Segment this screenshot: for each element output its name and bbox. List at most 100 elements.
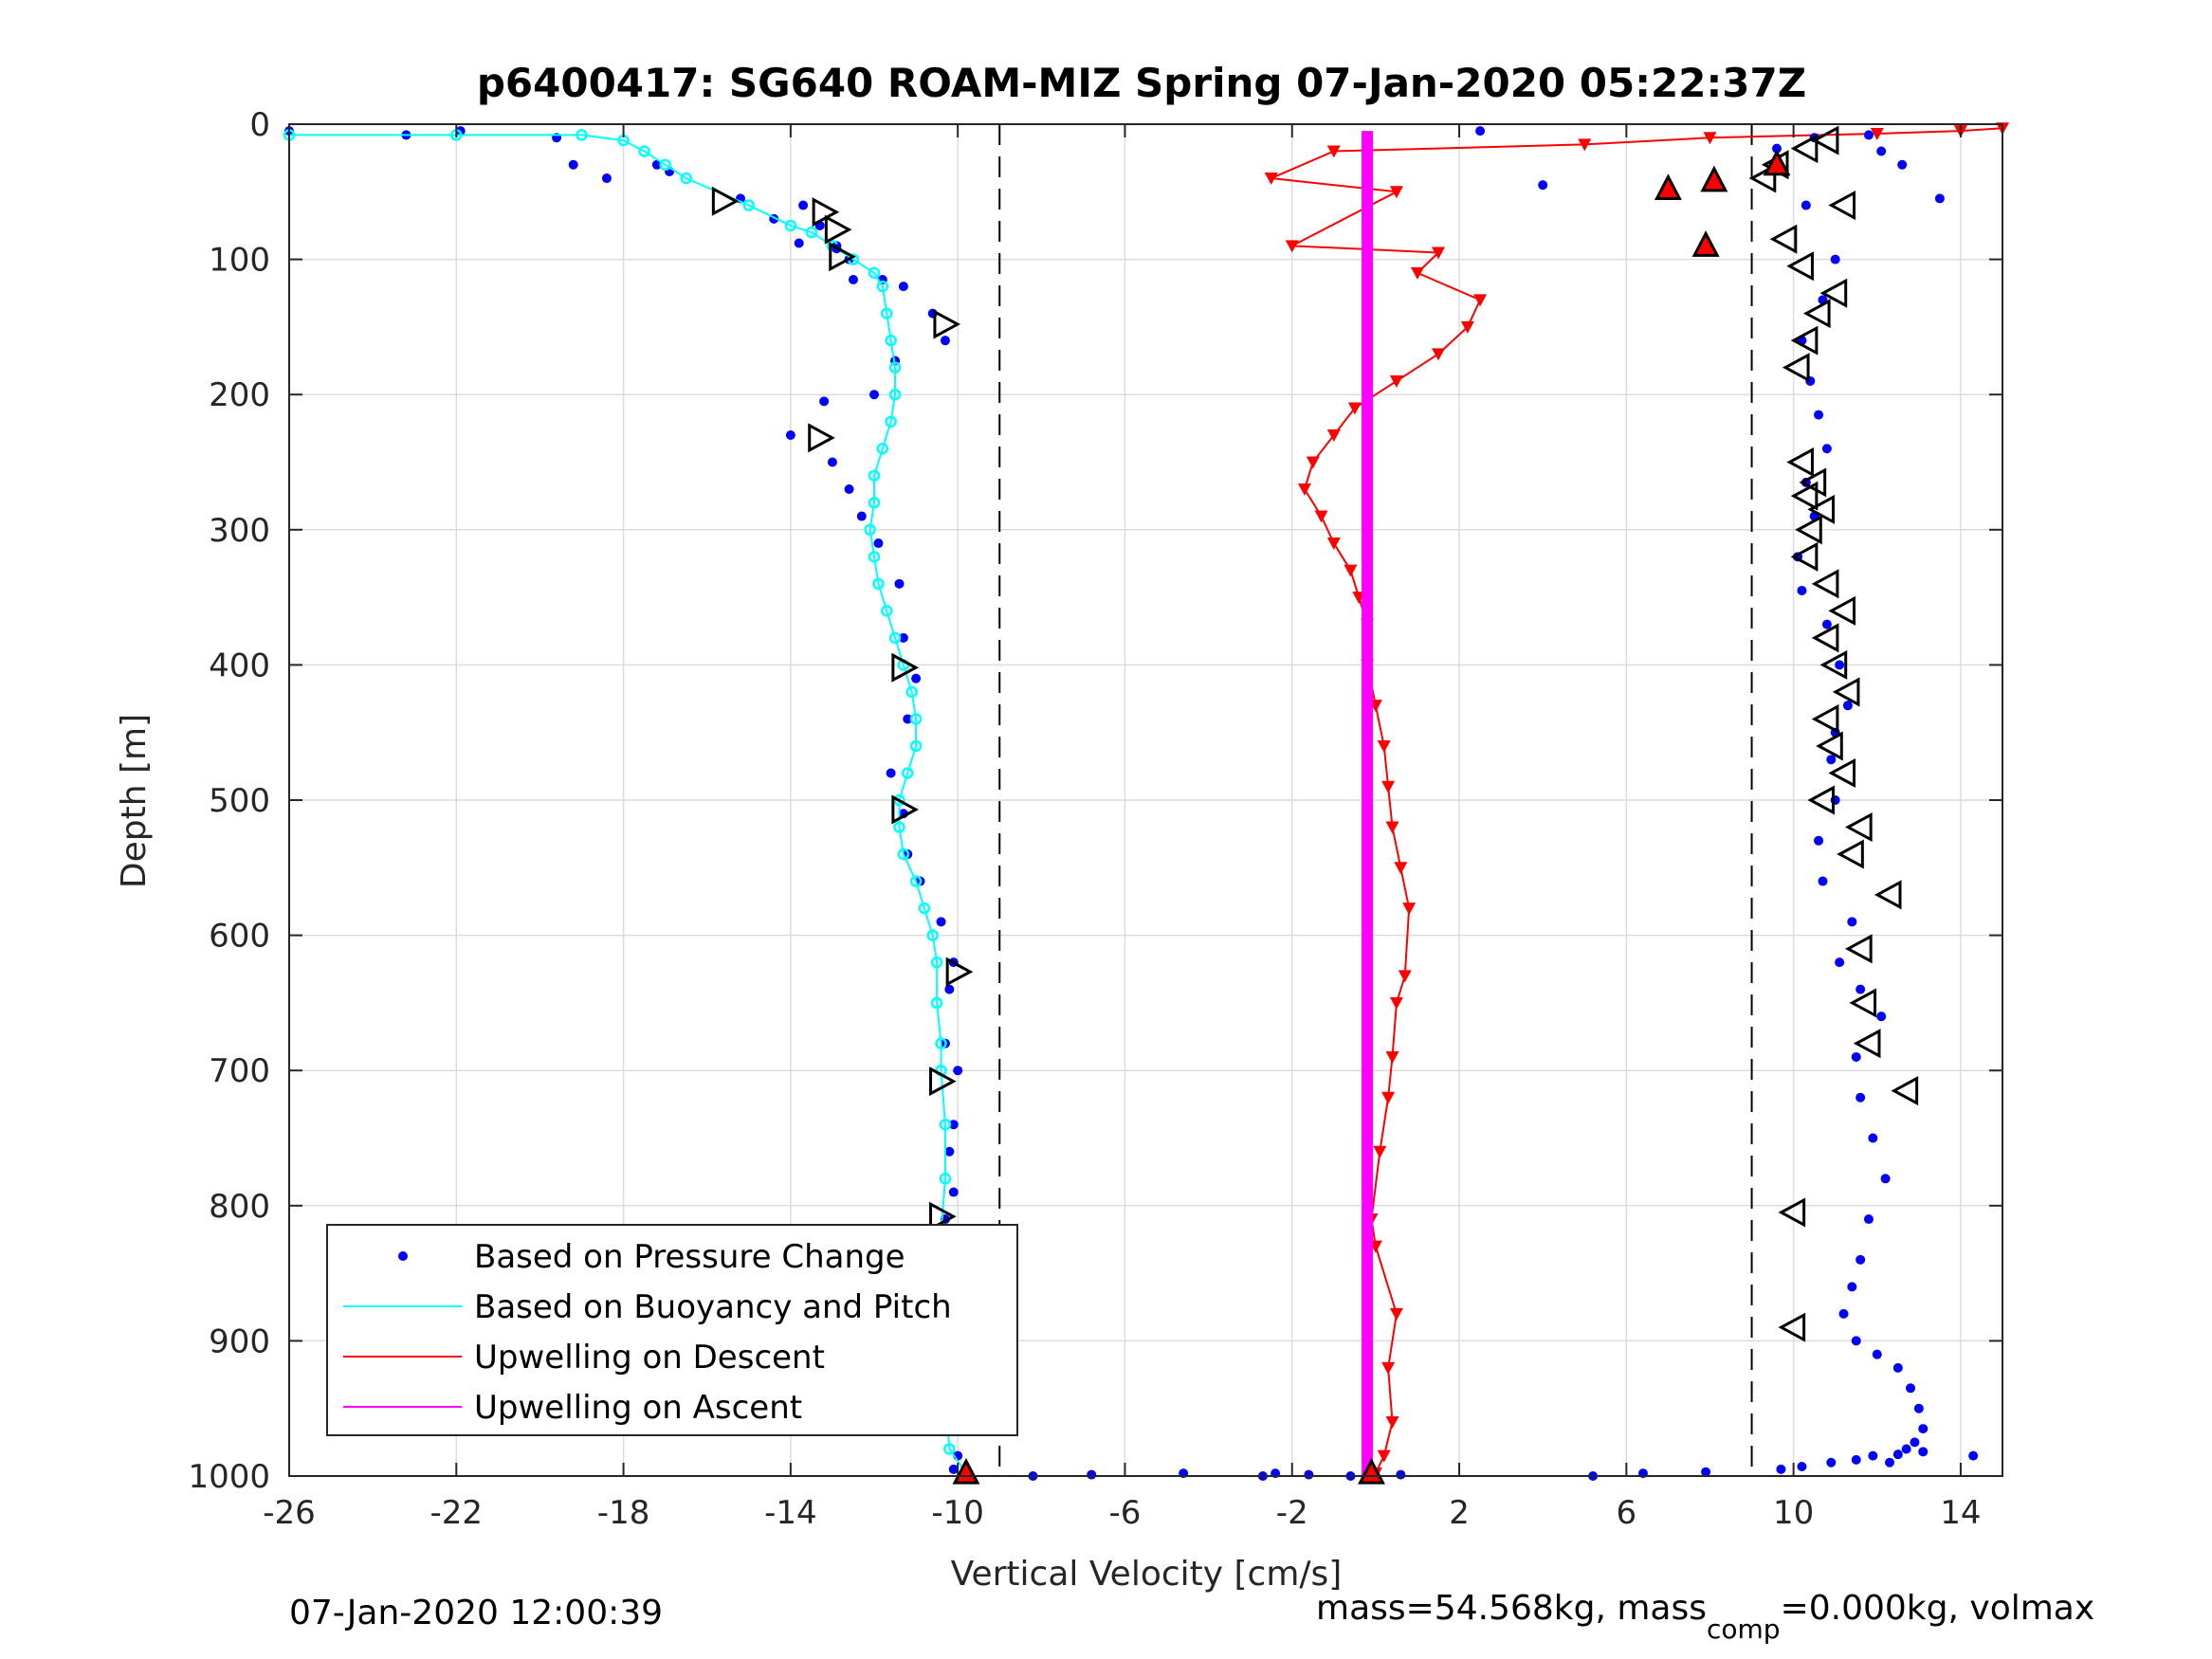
buoyancy-point bbox=[868, 266, 881, 280]
pressure-point bbox=[1851, 1454, 1861, 1465]
stall-marker bbox=[1799, 467, 1827, 498]
buoyancy-point bbox=[905, 685, 918, 699]
pressure-point bbox=[1838, 1308, 1849, 1319]
descent-point bbox=[1373, 1145, 1387, 1158]
descent-point bbox=[1578, 138, 1592, 152]
buoyancy-point bbox=[885, 334, 897, 347]
buoyancy-point bbox=[943, 1443, 956, 1455]
pressure-point bbox=[1851, 1051, 1861, 1062]
stall-marker bbox=[1769, 224, 1798, 254]
stall-marker bbox=[1795, 515, 1822, 545]
pressure-point bbox=[1847, 1282, 1857, 1292]
stall-marker bbox=[711, 186, 740, 216]
footer-timestamp: 07-Jan-2020 12:00:39 bbox=[289, 1594, 663, 1632]
stall-marker bbox=[1790, 541, 1819, 572]
pressure-point bbox=[1918, 1447, 1929, 1457]
pressure-point bbox=[819, 396, 830, 407]
pressure-point bbox=[944, 984, 955, 994]
stall-marker bbox=[1832, 677, 1860, 707]
y-tick-label: 0 bbox=[249, 106, 270, 144]
pressure-point bbox=[898, 282, 908, 292]
legend-swatch-pressure bbox=[398, 1251, 408, 1261]
pressure-point bbox=[1475, 126, 1486, 137]
pressure-point bbox=[798, 200, 809, 210]
descent-point bbox=[1410, 266, 1424, 280]
pressure-point bbox=[1897, 159, 1908, 170]
stall-marker bbox=[945, 957, 974, 987]
pressure-point bbox=[1835, 660, 1845, 670]
stall-marker bbox=[1790, 481, 1819, 511]
stall-marker bbox=[1782, 353, 1810, 383]
stall-marker bbox=[1790, 325, 1819, 356]
y-tick-label: 500 bbox=[209, 782, 270, 820]
pressure-point bbox=[1851, 1336, 1861, 1346]
pressure-point bbox=[1880, 1174, 1891, 1184]
pressure-point bbox=[1304, 1469, 1314, 1480]
descent-point bbox=[1389, 374, 1403, 388]
pressure-point bbox=[1934, 193, 1945, 204]
stall-marker bbox=[829, 242, 856, 272]
pressure-point bbox=[1814, 410, 1824, 420]
pressure-point bbox=[1906, 1383, 1916, 1394]
pressure-point bbox=[1847, 917, 1857, 927]
x-tick-label: 10 bbox=[1773, 1494, 1814, 1532]
pressure-point bbox=[894, 578, 905, 589]
pressure-point bbox=[948, 1120, 959, 1130]
x-tick-label: -26 bbox=[263, 1494, 316, 1532]
stall-marker bbox=[1786, 447, 1814, 478]
stall-marker bbox=[1802, 299, 1831, 329]
stall-marker bbox=[1811, 623, 1839, 653]
stall-marker bbox=[891, 794, 920, 825]
red-triangle-marker bbox=[1358, 1457, 1385, 1485]
y-tick-label: 1000 bbox=[188, 1458, 270, 1496]
pressure-point bbox=[1830, 254, 1840, 264]
buoyancy-point bbox=[888, 361, 902, 374]
x-tick-label: -18 bbox=[597, 1494, 650, 1532]
stall-marker bbox=[808, 423, 835, 453]
descent-point bbox=[1473, 294, 1488, 307]
footer-mass-info: mass=54.568kg, masscomp=0.000kg, volmax bbox=[1316, 1589, 2094, 1645]
x-tick-label: 2 bbox=[1449, 1494, 1470, 1532]
buoyancy-point bbox=[885, 415, 897, 428]
y-axis: 0 100 200 300 400 500 600 700 800 900 1000 bbox=[188, 106, 2002, 1496]
pressure-point bbox=[1876, 146, 1887, 156]
y-tick-label: 800 bbox=[209, 1188, 270, 1226]
stall-marker bbox=[1819, 278, 1848, 308]
y-tick-label: 100 bbox=[209, 242, 270, 280]
buoyancy-point bbox=[876, 280, 889, 293]
pressure-point bbox=[903, 714, 913, 724]
buoyancy-point bbox=[893, 793, 905, 807]
y-tick-label: 400 bbox=[209, 647, 270, 684]
descent-point bbox=[1389, 186, 1403, 199]
pressure-point bbox=[1885, 1457, 1895, 1468]
x-axis: -26 -22 -18 -14 -10 -6 -2 2 6 10 14 bbox=[263, 124, 1982, 1532]
buoyancy-point bbox=[638, 145, 650, 157]
descent-point bbox=[1389, 996, 1403, 1010]
legend: Based on Pressure Change Based on Buoyan… bbox=[326, 1224, 1018, 1436]
descent-point bbox=[1285, 240, 1299, 253]
y-axis-label: Depth [m] bbox=[115, 714, 154, 888]
stall-marker bbox=[1807, 785, 1835, 815]
stall-marker bbox=[1828, 757, 1856, 788]
red-triangle-marker bbox=[952, 1457, 980, 1485]
x-tick-label: 6 bbox=[1617, 1494, 1637, 1532]
stall-marker bbox=[1811, 125, 1839, 155]
red-triangle-marker bbox=[1763, 149, 1791, 176]
buoyancy-point bbox=[784, 219, 797, 232]
pressure-point bbox=[848, 274, 858, 284]
descent-point bbox=[1344, 564, 1358, 577]
stall-marker bbox=[1845, 812, 1873, 843]
pressure-point bbox=[869, 390, 880, 400]
pressure-point bbox=[1901, 1444, 1911, 1454]
buoyancy-point bbox=[930, 996, 943, 1010]
pressure-point bbox=[1876, 1012, 1887, 1022]
buoyancy-point bbox=[876, 442, 889, 455]
buoyancy-point bbox=[909, 875, 923, 887]
buoyancy-point bbox=[902, 767, 914, 779]
pressure-point bbox=[1701, 1467, 1711, 1477]
buoyancy-point bbox=[805, 226, 818, 239]
pressure-point bbox=[1772, 143, 1782, 154]
stall-marker bbox=[1811, 569, 1839, 599]
pressure-point bbox=[1918, 1424, 1929, 1434]
pressure-point bbox=[827, 457, 837, 467]
